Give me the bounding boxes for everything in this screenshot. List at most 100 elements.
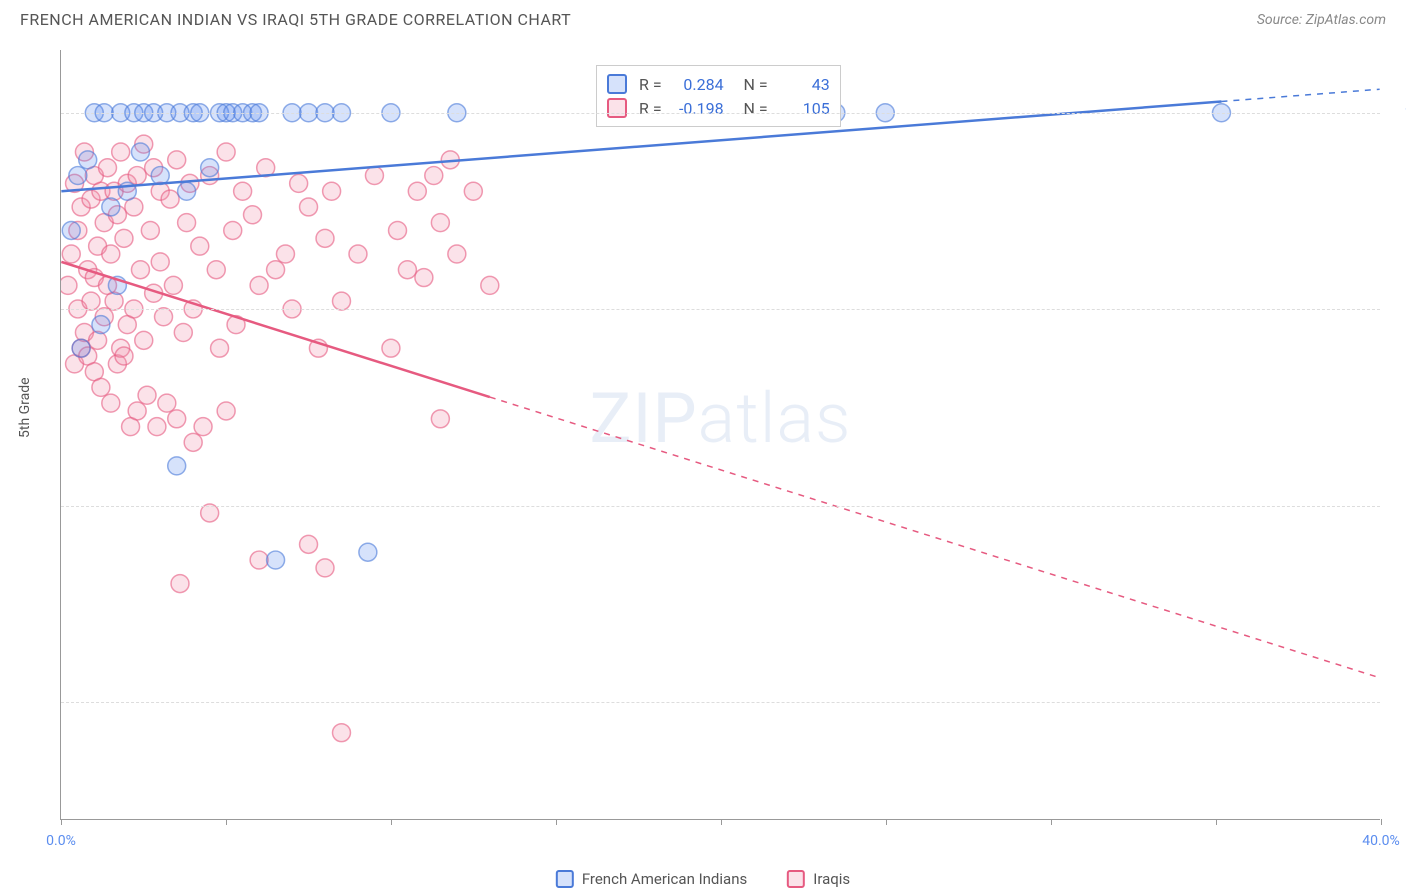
chart-title: FRENCH AMERICAN INDIAN VS IRAQI 5TH GRAD… [20, 10, 571, 29]
regression-line-solid [61, 262, 489, 397]
scatter-point [250, 551, 268, 569]
x-tick-label: 40.0% [1362, 833, 1400, 849]
scatter-point [425, 167, 443, 185]
legend-n-value: 105 [780, 99, 830, 118]
scatter-point [72, 198, 90, 216]
regression-line-dashed [1221, 89, 1379, 101]
legend-r-label: R = [639, 99, 662, 118]
y-axis-label: 5th Grade [17, 377, 33, 438]
x-tick [1216, 819, 1217, 825]
scatter-point [267, 261, 285, 279]
scatter-point [316, 229, 334, 247]
legend-marker [556, 870, 574, 888]
scatter-point [207, 261, 225, 279]
scatter-point [89, 237, 107, 255]
scatter-point [122, 418, 140, 436]
scatter-point [92, 378, 110, 396]
scatter-point [151, 182, 169, 200]
legend-n-value: 43 [780, 75, 830, 94]
scatter-point [82, 292, 100, 310]
gridline [61, 702, 1380, 703]
scatter-point [359, 543, 377, 561]
scatter-point [79, 151, 97, 169]
legend-row: R = 0.284 N = 43 [607, 72, 830, 96]
scatter-point [108, 276, 126, 294]
legend-marker [607, 74, 627, 94]
scatter-point [118, 174, 136, 192]
scatter-point [105, 182, 123, 200]
scatter-point [89, 331, 107, 349]
x-tick [1381, 819, 1382, 825]
scatter-point [115, 347, 133, 365]
legend-label: Iraqis [813, 870, 850, 888]
scatter-point [158, 394, 176, 412]
scatter-point [431, 214, 449, 232]
watermark: ZIPatlas [590, 378, 852, 460]
scatter-point [382, 339, 400, 357]
scatter-point [102, 394, 120, 412]
scatter-point [323, 182, 341, 200]
legend-row: R = -0.198 N = 105 [607, 96, 830, 120]
scatter-point [217, 402, 235, 420]
scatter-point [118, 182, 136, 200]
scatter-point [85, 269, 103, 287]
scatter-point [224, 221, 242, 239]
scatter-point [128, 167, 146, 185]
scatter-point [115, 229, 133, 247]
scatter-point [102, 245, 120, 263]
scatter-point [300, 198, 318, 216]
scatter-point [85, 363, 103, 381]
scatter-point [102, 198, 120, 216]
scatter-point [141, 221, 159, 239]
x-tick [721, 819, 722, 825]
scatter-point [398, 261, 416, 279]
scatter-point [69, 221, 87, 239]
scatter-point [333, 724, 351, 742]
scatter-point [257, 159, 275, 177]
scatter-point [217, 143, 235, 161]
scatter-point [69, 167, 87, 185]
scatter-point [349, 245, 367, 263]
scatter-point [148, 418, 166, 436]
scatter-point [85, 167, 103, 185]
scatter-point [184, 433, 202, 451]
scatter-point [408, 182, 426, 200]
x-tick [61, 819, 62, 825]
legend-r-label: R = [639, 75, 662, 94]
scatter-point [145, 284, 163, 302]
x-tick [556, 819, 557, 825]
scatter-point [171, 575, 189, 593]
legend-label: French American Indians [582, 870, 747, 888]
x-tick [886, 819, 887, 825]
scatter-point [168, 410, 186, 428]
scatter-point [481, 276, 499, 294]
x-tick [391, 819, 392, 825]
scatter-point [290, 174, 308, 192]
scatter-point [267, 551, 285, 569]
scatter-point [178, 182, 196, 200]
scatter-point [108, 355, 126, 373]
scatter-point [168, 457, 186, 475]
scatter-point [365, 167, 383, 185]
correlation-legend: R = 0.284 N = 43 R = -0.198 N = 105 [596, 65, 841, 127]
scatter-point [112, 143, 130, 161]
scatter-point [92, 182, 110, 200]
scatter-point [95, 308, 113, 326]
scatter-point [66, 174, 84, 192]
scatter-point [72, 339, 90, 357]
source-attribution: Source: ZipAtlas.com [1257, 12, 1386, 28]
scatter-point [75, 143, 93, 161]
scatter-point [234, 182, 252, 200]
chart-svg-layer [61, 50, 1380, 819]
scatter-point [131, 143, 149, 161]
gridline [61, 506, 1380, 507]
gridline [61, 309, 1380, 310]
scatter-point [211, 339, 229, 357]
x-tick [226, 819, 227, 825]
scatter-point [464, 182, 482, 200]
scatter-point [201, 159, 219, 177]
scatter-point [62, 245, 80, 263]
legend-item: Iraqis [787, 870, 850, 888]
scatter-point [125, 198, 143, 216]
scatter-point [79, 261, 97, 279]
